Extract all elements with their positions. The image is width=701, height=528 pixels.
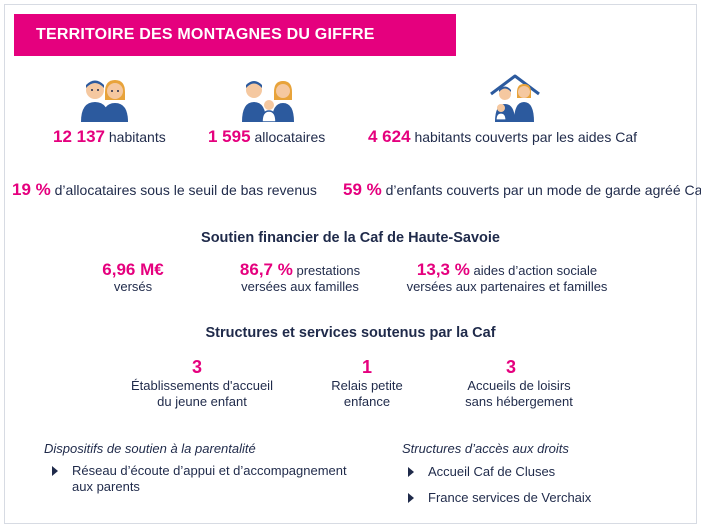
page-title: TERRITOIRE DES MONTAGNES DU GIFFRE bbox=[36, 26, 375, 43]
list-item: France services de Verchaix bbox=[404, 490, 664, 506]
parentalite-title: Dispositifs de soutien à la parentalité bbox=[44, 441, 256, 456]
structures-section-title: Structures et services soutenus par la C… bbox=[205, 325, 496, 341]
triangle-bullet-icon bbox=[52, 466, 58, 476]
stat-value: 1 595 bbox=[208, 127, 251, 146]
structure-label-line2: enfance bbox=[343, 394, 391, 409]
structure-value: 3 bbox=[506, 357, 517, 377]
parentalite-list: Réseau d’écoute d’appui et d’accompagnem… bbox=[48, 463, 348, 505]
stat-bas-revenus: 19 % d’allocataires sous le seuil de bas… bbox=[12, 180, 317, 200]
stat-value: 59 % bbox=[343, 180, 382, 199]
stat-label: habitants bbox=[108, 129, 166, 145]
stat-allocataires: 1 595 allocataires bbox=[208, 127, 325, 147]
family-icon bbox=[242, 81, 294, 122]
stat-habitants: 12 137 habitants bbox=[53, 127, 166, 147]
list-item-label: France services de Verchaix bbox=[428, 490, 592, 505]
stat-value: 19 % bbox=[12, 180, 51, 199]
stat-mode-garde: 59 % d’enfants couverts par un mode de g… bbox=[343, 180, 701, 200]
page-title-banner: TERRITOIRE DES MONTAGNES DU GIFFRE bbox=[14, 14, 456, 56]
structure-label: Relais petite bbox=[331, 378, 403, 393]
list-item-label: Accueil Caf de Cluses bbox=[428, 464, 556, 479]
triangle-bullet-icon bbox=[408, 467, 414, 477]
financial-label: versés bbox=[113, 279, 153, 294]
structure-item-eaje: 3 Établissements d'accueil du jeune enfa… bbox=[112, 356, 292, 410]
banner-fold bbox=[446, 14, 456, 56]
stat-label: d’allocataires sous le seuil de bas reve… bbox=[54, 182, 317, 198]
list-item: Réseau d’écoute d’appui et d’accompagnem… bbox=[48, 463, 348, 495]
financial-label: aides d’action sociale bbox=[473, 263, 598, 278]
stat-value: 4 624 bbox=[368, 127, 411, 146]
structure-label: Établissements d'accueil bbox=[131, 378, 273, 393]
financial-label: prestations bbox=[296, 263, 361, 278]
structure-item-relais: 1 Relais petite enfance bbox=[312, 356, 422, 410]
structure-item-alsh: 3 Accueils de loisirs sans hébergement bbox=[444, 356, 594, 410]
list-item-label: Réseau d’écoute d’appui et d’accompagnem… bbox=[72, 463, 347, 494]
financial-item-verses: 6,96 M€ versés bbox=[68, 260, 198, 295]
financial-section-title: Soutien financier de la Caf de Haute-Sav… bbox=[201, 230, 500, 246]
stat-value: 12 137 bbox=[53, 127, 105, 146]
structure-value: 1 bbox=[361, 357, 372, 377]
structure-label: Accueils de loisirs bbox=[467, 378, 571, 393]
structure-label-line2: du jeune enfant bbox=[157, 394, 247, 409]
page-frame bbox=[4, 4, 697, 524]
stat-label: d’enfants couverts par un mode de garde … bbox=[385, 182, 701, 198]
structure-label-line2: sans hébergement bbox=[465, 394, 573, 409]
financial-label-line2: versées aux familles bbox=[241, 279, 359, 294]
stat-habitants-couverts: 4 624 habitants couverts par les aides C… bbox=[368, 127, 637, 147]
financial-value: 13,3 % bbox=[416, 260, 470, 279]
stat-label: habitants couverts par les aides Caf bbox=[414, 129, 638, 145]
acces-droits-title: Structures d’accès aux droits bbox=[402, 441, 569, 456]
financial-value: 6,96 M€ bbox=[102, 260, 164, 279]
couple-icon bbox=[81, 80, 128, 122]
acces-droits-list: Accueil Caf de Cluses France services de… bbox=[404, 464, 664, 516]
triangle-bullet-icon bbox=[408, 493, 414, 503]
structure-value: 3 bbox=[192, 357, 203, 377]
financial-item-action-sociale: 13,3 % aides d’action sociale versées au… bbox=[398, 260, 616, 295]
financial-item-prestations: 86,7 % prestations versées aux familles bbox=[220, 260, 380, 295]
house-family-icon bbox=[490, 74, 540, 122]
stat-label: allocataires bbox=[254, 129, 326, 145]
financial-value: 86,7 % bbox=[239, 260, 293, 279]
list-item: Accueil Caf de Cluses bbox=[404, 464, 664, 480]
financial-label-line2: versées aux partenaires et familles bbox=[406, 279, 608, 294]
